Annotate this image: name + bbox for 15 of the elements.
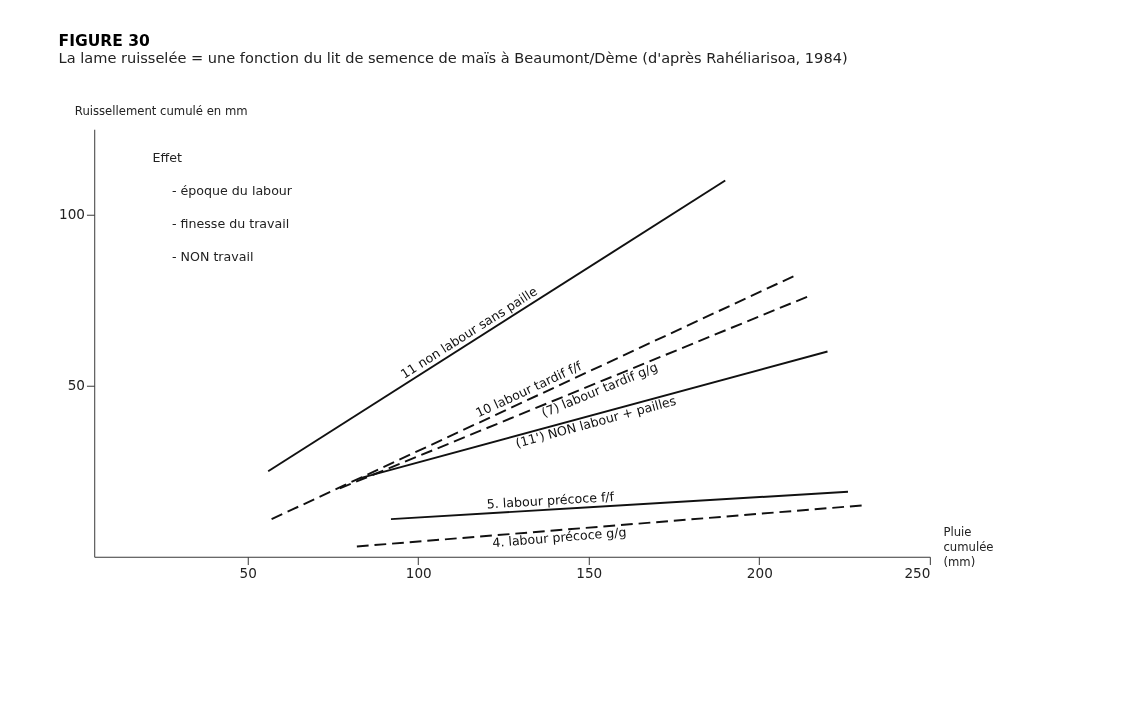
- chart-subtitle: La lame ruisselée = une fonction du lit de semence de maïs à Beaumont/Dème (d'après Rahéliarisoa, 1984): [58, 49, 848, 67]
- x-axis-title: Pluie cumulée (mm): [943, 525, 994, 569]
- x-tick-label: 250: [904, 564, 931, 581]
- annotation: - NON travail: [171, 249, 254, 265]
- annotation: Effet: [152, 150, 182, 166]
- series-label: 4. labour précoce g/g: [491, 524, 628, 551]
- annotation: - finesse du travail: [171, 216, 290, 232]
- y-axis-title: Ruissellement cumulé en mm: [74, 103, 248, 118]
- x-tick-label: 200: [746, 564, 773, 581]
- annotation: - époque du labour: [171, 183, 293, 199]
- x-tick-label: 50: [239, 564, 257, 581]
- x-tick-label: 100: [405, 564, 432, 581]
- chart-title: FIGURE 30: [58, 31, 151, 50]
- series-label: 5. labour précoce f/f: [486, 488, 615, 512]
- x-tick-label: 150: [576, 564, 603, 581]
